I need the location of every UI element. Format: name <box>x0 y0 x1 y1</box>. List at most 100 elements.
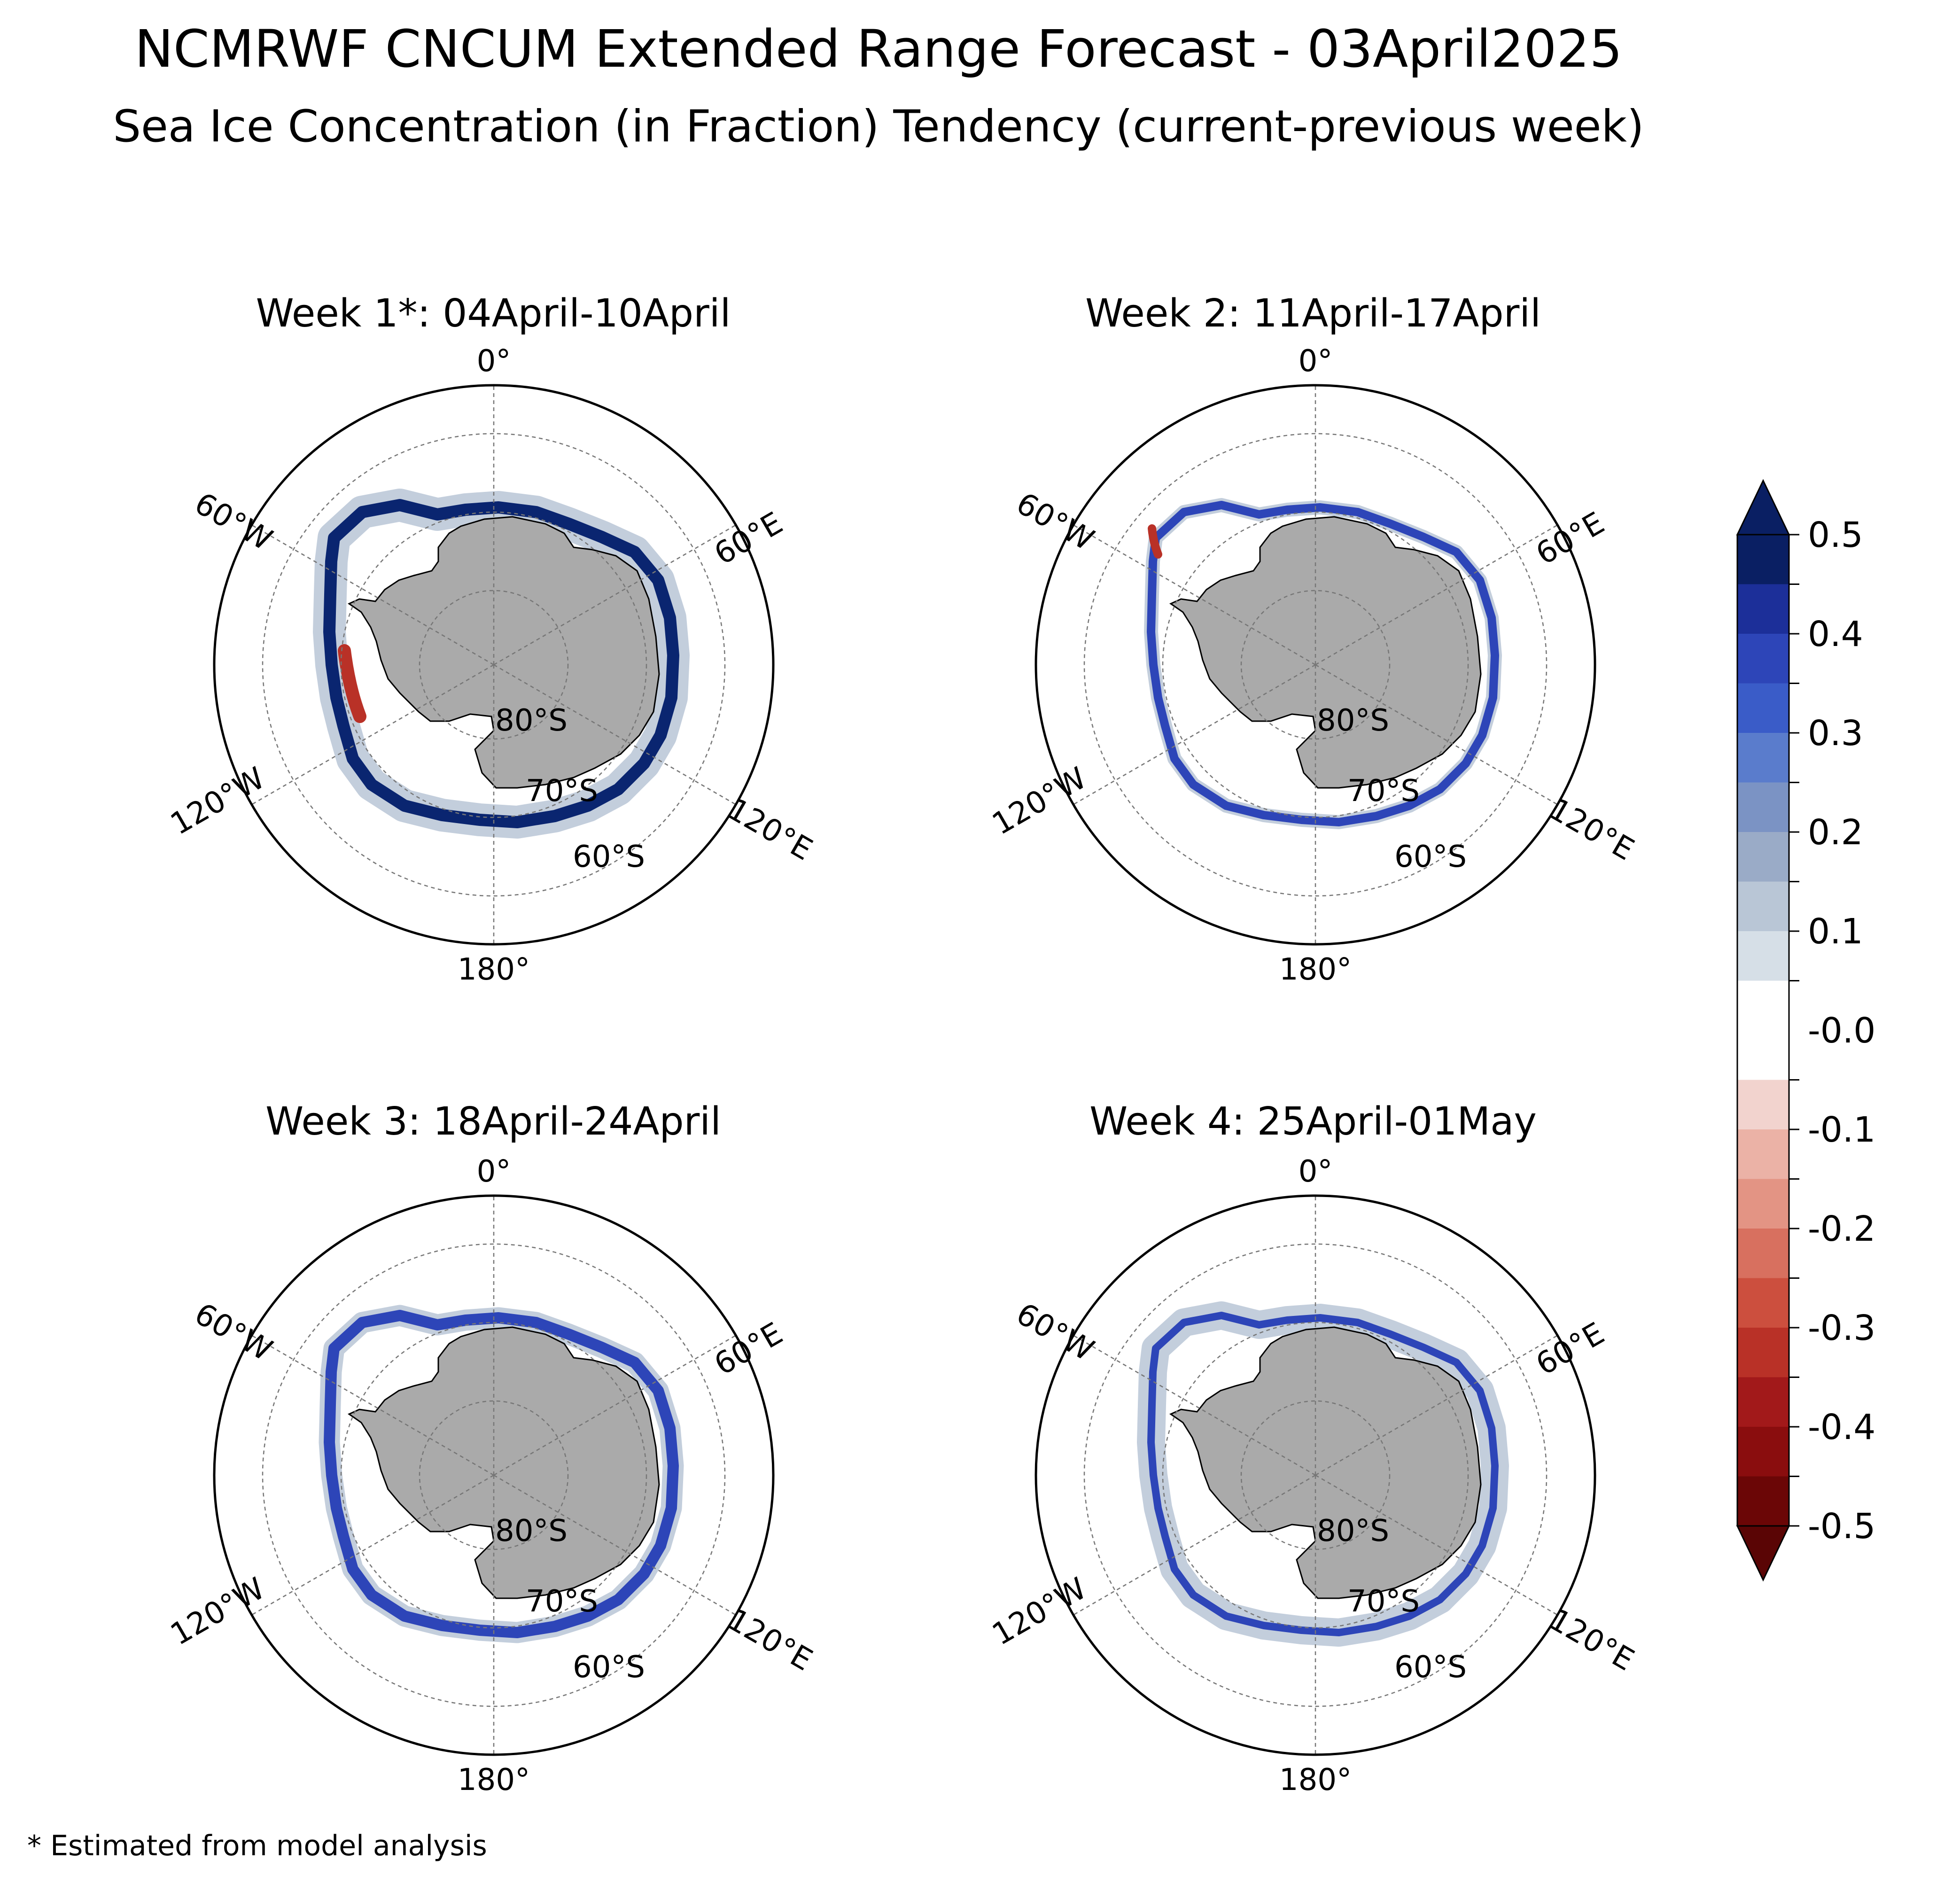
lat-label-80s: 80°S <box>495 703 568 738</box>
colorbar-swatch <box>1737 931 1789 981</box>
lat-circle-60s-inner <box>1083 433 1548 897</box>
colorbar-swatch <box>1737 1328 1789 1377</box>
lat-label-60s: 60°S <box>1394 840 1467 874</box>
colorbar-label: -0.3 <box>1808 1308 1875 1348</box>
colorbar-label: 0.1 <box>1808 911 1863 952</box>
colorbar-swatch <box>1737 1179 1789 1229</box>
lon-label-60w: 60°W <box>1010 486 1099 558</box>
colorbar-label: 0.4 <box>1808 614 1863 654</box>
lon-label-0: 0° <box>477 1154 511 1189</box>
colorbar-swatch <box>1737 782 1789 832</box>
lat-circle-70s <box>340 511 647 818</box>
lat-circle-60s-inner <box>1083 1243 1548 1707</box>
figure-title: NCMRWF CNCUM Extended Range Forecast - 0… <box>134 19 1623 79</box>
colorbar-label: 0.3 <box>1808 713 1863 754</box>
map-boundary <box>213 384 775 946</box>
meridian-120e <box>1315 1474 1558 1616</box>
lat-circle-70s <box>340 1322 647 1629</box>
lat-circle-70s <box>1162 511 1469 818</box>
lat-label-80s: 80°S <box>1317 1514 1389 1548</box>
lat-circle-70s <box>1162 1322 1469 1629</box>
meridian-60e <box>1315 524 1558 666</box>
lon-label-180: 180° <box>1279 952 1352 987</box>
colorbar-swatch <box>1737 881 1789 931</box>
colorbar: 0.5 0.4 0.3 0.2 0.1 -0.0 -0.1 -0.2 -0.3 -0.4 -0.5 <box>1736 479 1875 1582</box>
colorbar-swatch <box>1737 584 1789 634</box>
panel-title-week4: Week 4: 25April-01May <box>1089 1099 1537 1144</box>
colorbar-swatch <box>1737 1080 1789 1129</box>
figure-subtitle: Sea Ice Concentration (in Fraction) Tend… <box>113 101 1644 152</box>
colorbar-label: 0.5 <box>1808 515 1863 555</box>
lon-label-180: 180° <box>458 1763 530 1797</box>
lon-label-0: 0° <box>477 344 511 379</box>
lon-label-60w: 60°W <box>188 486 278 558</box>
meridian-60w <box>251 524 494 666</box>
lat-label-80s: 80°S <box>1317 703 1389 738</box>
colorbar-swatch <box>1737 1476 1789 1526</box>
lat-label-60s: 60°S <box>573 840 645 874</box>
colorbar-swatch <box>1737 1427 1789 1477</box>
colorbar-swatch <box>1737 634 1789 684</box>
colorbar-swatch <box>1737 1377 1789 1427</box>
lon-label-120e: 120°E <box>722 792 818 867</box>
colorbar-swatch <box>1737 535 1789 584</box>
lat-circle-60s-inner <box>262 1243 726 1707</box>
lat-circle-80s <box>419 590 569 740</box>
colorbar-label: -0.1 <box>1808 1110 1875 1150</box>
colorbar-swatch <box>1737 683 1789 733</box>
lon-label-120e: 120°E <box>1543 1602 1640 1678</box>
meridian-120w <box>1073 664 1316 805</box>
lat-circle-60s-inner <box>262 433 726 897</box>
colorbar-label: -0.5 <box>1808 1506 1875 1547</box>
lon-label-120e: 120°E <box>1543 792 1640 867</box>
lon-label-120e: 120°E <box>722 1602 818 1678</box>
panel-title-week2: Week 2: 11April-17April <box>1085 291 1541 336</box>
meridian-120w <box>1073 1474 1316 1616</box>
meridian-120e <box>493 1474 736 1616</box>
lon-label-0: 0° <box>1299 1154 1333 1189</box>
lon-label-60w: 60°W <box>188 1297 278 1368</box>
map-boundary <box>1034 1194 1596 1756</box>
lat-circle-80s <box>1240 590 1391 740</box>
meridian-120e <box>1315 664 1558 805</box>
colorbar-swatch <box>1737 733 1789 783</box>
colorbar-extend-min <box>1736 1525 1790 1582</box>
lat-circle-80s <box>419 1400 569 1550</box>
colorbar-label: -0.4 <box>1808 1407 1875 1447</box>
meridian-60w <box>251 1335 494 1476</box>
colorbar-label: -0.0 <box>1808 1011 1875 1051</box>
lat-label-70s: 70°S <box>1347 1584 1420 1619</box>
meridian-60e <box>493 1335 736 1476</box>
lat-circle-80s <box>1240 1400 1391 1550</box>
panel-title-week3: Week 3: 18April-24April <box>265 1099 721 1144</box>
sea-ice-decrease-patch <box>338 644 366 723</box>
meridian-60w <box>1073 1335 1316 1476</box>
map-boundary <box>213 1194 775 1756</box>
colorbar-swatch <box>1737 980 1789 1080</box>
colorbar-swatch <box>1737 832 1789 882</box>
sea-ice-decrease-patch <box>1148 524 1162 559</box>
lon-label-60w: 60°W <box>1010 1297 1099 1368</box>
colorbar-extend-max <box>1736 479 1790 536</box>
lat-label-70s: 70°S <box>526 1584 598 1619</box>
lat-label-60s: 60°S <box>1394 1650 1467 1685</box>
meridian-60w <box>1073 524 1316 666</box>
colorbar-label: 0.2 <box>1808 812 1863 853</box>
lat-label-80s: 80°S <box>495 1514 568 1548</box>
colorbar-label: -0.2 <box>1808 1209 1875 1249</box>
lon-label-180: 180° <box>458 952 530 987</box>
colorbar-frame <box>1736 534 1790 1527</box>
meridian-120e <box>493 664 736 805</box>
lat-label-60s: 60°S <box>573 1650 645 1685</box>
meridian-120w <box>251 1474 494 1616</box>
lon-label-180: 180° <box>1279 1763 1352 1797</box>
footnote: * Estimated from model analysis <box>27 1829 487 1862</box>
lat-label-70s: 70°S <box>1347 774 1420 809</box>
colorbar-swatch <box>1737 1278 1789 1328</box>
lon-label-0: 0° <box>1299 344 1333 379</box>
colorbar-swatch <box>1737 1129 1789 1179</box>
